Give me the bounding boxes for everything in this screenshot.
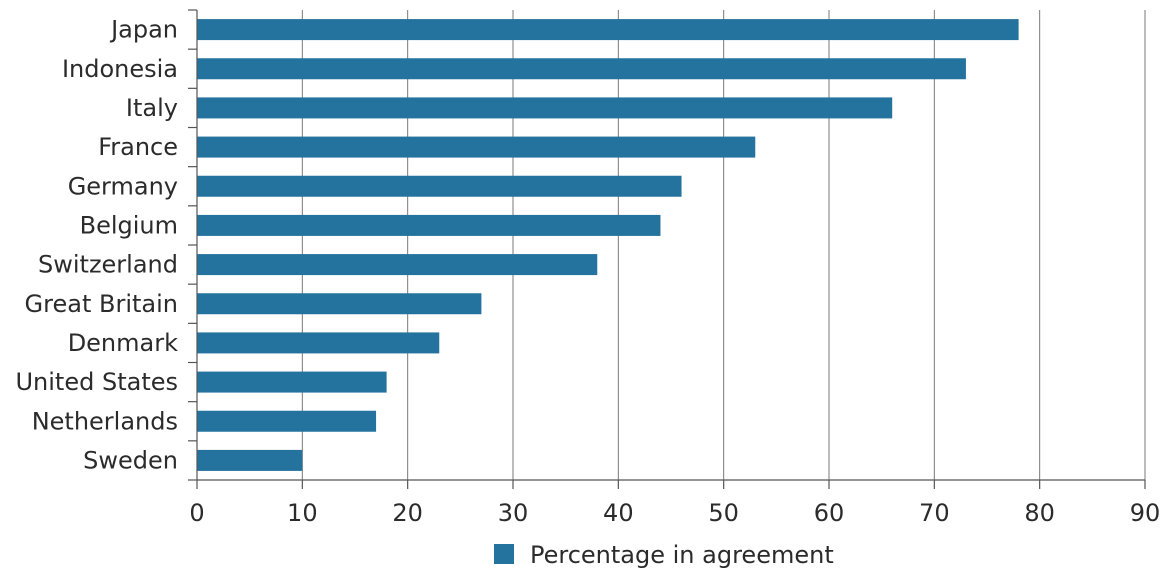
category-label: United States <box>15 368 178 396</box>
bar <box>197 410 377 432</box>
bars <box>197 19 1019 471</box>
bar <box>197 449 303 471</box>
category-label: Denmark <box>68 329 178 357</box>
category-label: France <box>98 133 178 161</box>
category-label: Japan <box>109 16 178 44</box>
axes <box>188 9 1146 489</box>
category-label: Sweden <box>83 446 178 474</box>
legend-label: Percentage in agreement <box>530 541 834 569</box>
bar <box>197 254 598 276</box>
x-tick-label: 70 <box>919 499 950 527</box>
category-label: Germany <box>68 172 178 200</box>
bar <box>197 58 966 80</box>
category-label: Belgium <box>80 211 178 239</box>
x-tick-label: 90 <box>1130 499 1161 527</box>
bar <box>197 293 482 315</box>
category-labels: Japan Indonesia Italy France Germany Belgium S… <box>15 16 178 475</box>
x-tick-label: 60 <box>814 499 845 527</box>
x-tick-label: 80 <box>1024 499 1055 527</box>
bar <box>197 97 893 119</box>
x-tick-label: 50 <box>708 499 739 527</box>
bar <box>197 332 440 354</box>
category-label: Netherlands <box>32 407 178 435</box>
x-tick-label: 40 <box>603 499 634 527</box>
x-tick-label: 20 <box>392 499 423 527</box>
category-label: Great Britain <box>25 290 178 318</box>
bar <box>197 175 682 197</box>
legend: Percentage in agreement <box>494 541 834 569</box>
bar <box>197 136 756 158</box>
legend-swatch <box>494 544 514 564</box>
x-tick-labels: 0 10 20 30 40 50 60 70 80 90 <box>189 499 1160 527</box>
bar <box>197 371 387 393</box>
bar <box>197 214 661 236</box>
category-label: Italy <box>126 94 178 122</box>
gridlines <box>301 10 1146 480</box>
x-tick-label: 0 <box>189 499 204 527</box>
category-label: Switzerland <box>38 251 178 279</box>
x-tick-label: 10 <box>287 499 318 527</box>
category-label: Indonesia <box>62 55 178 83</box>
x-tick-label: 30 <box>498 499 529 527</box>
bar <box>197 19 1019 41</box>
